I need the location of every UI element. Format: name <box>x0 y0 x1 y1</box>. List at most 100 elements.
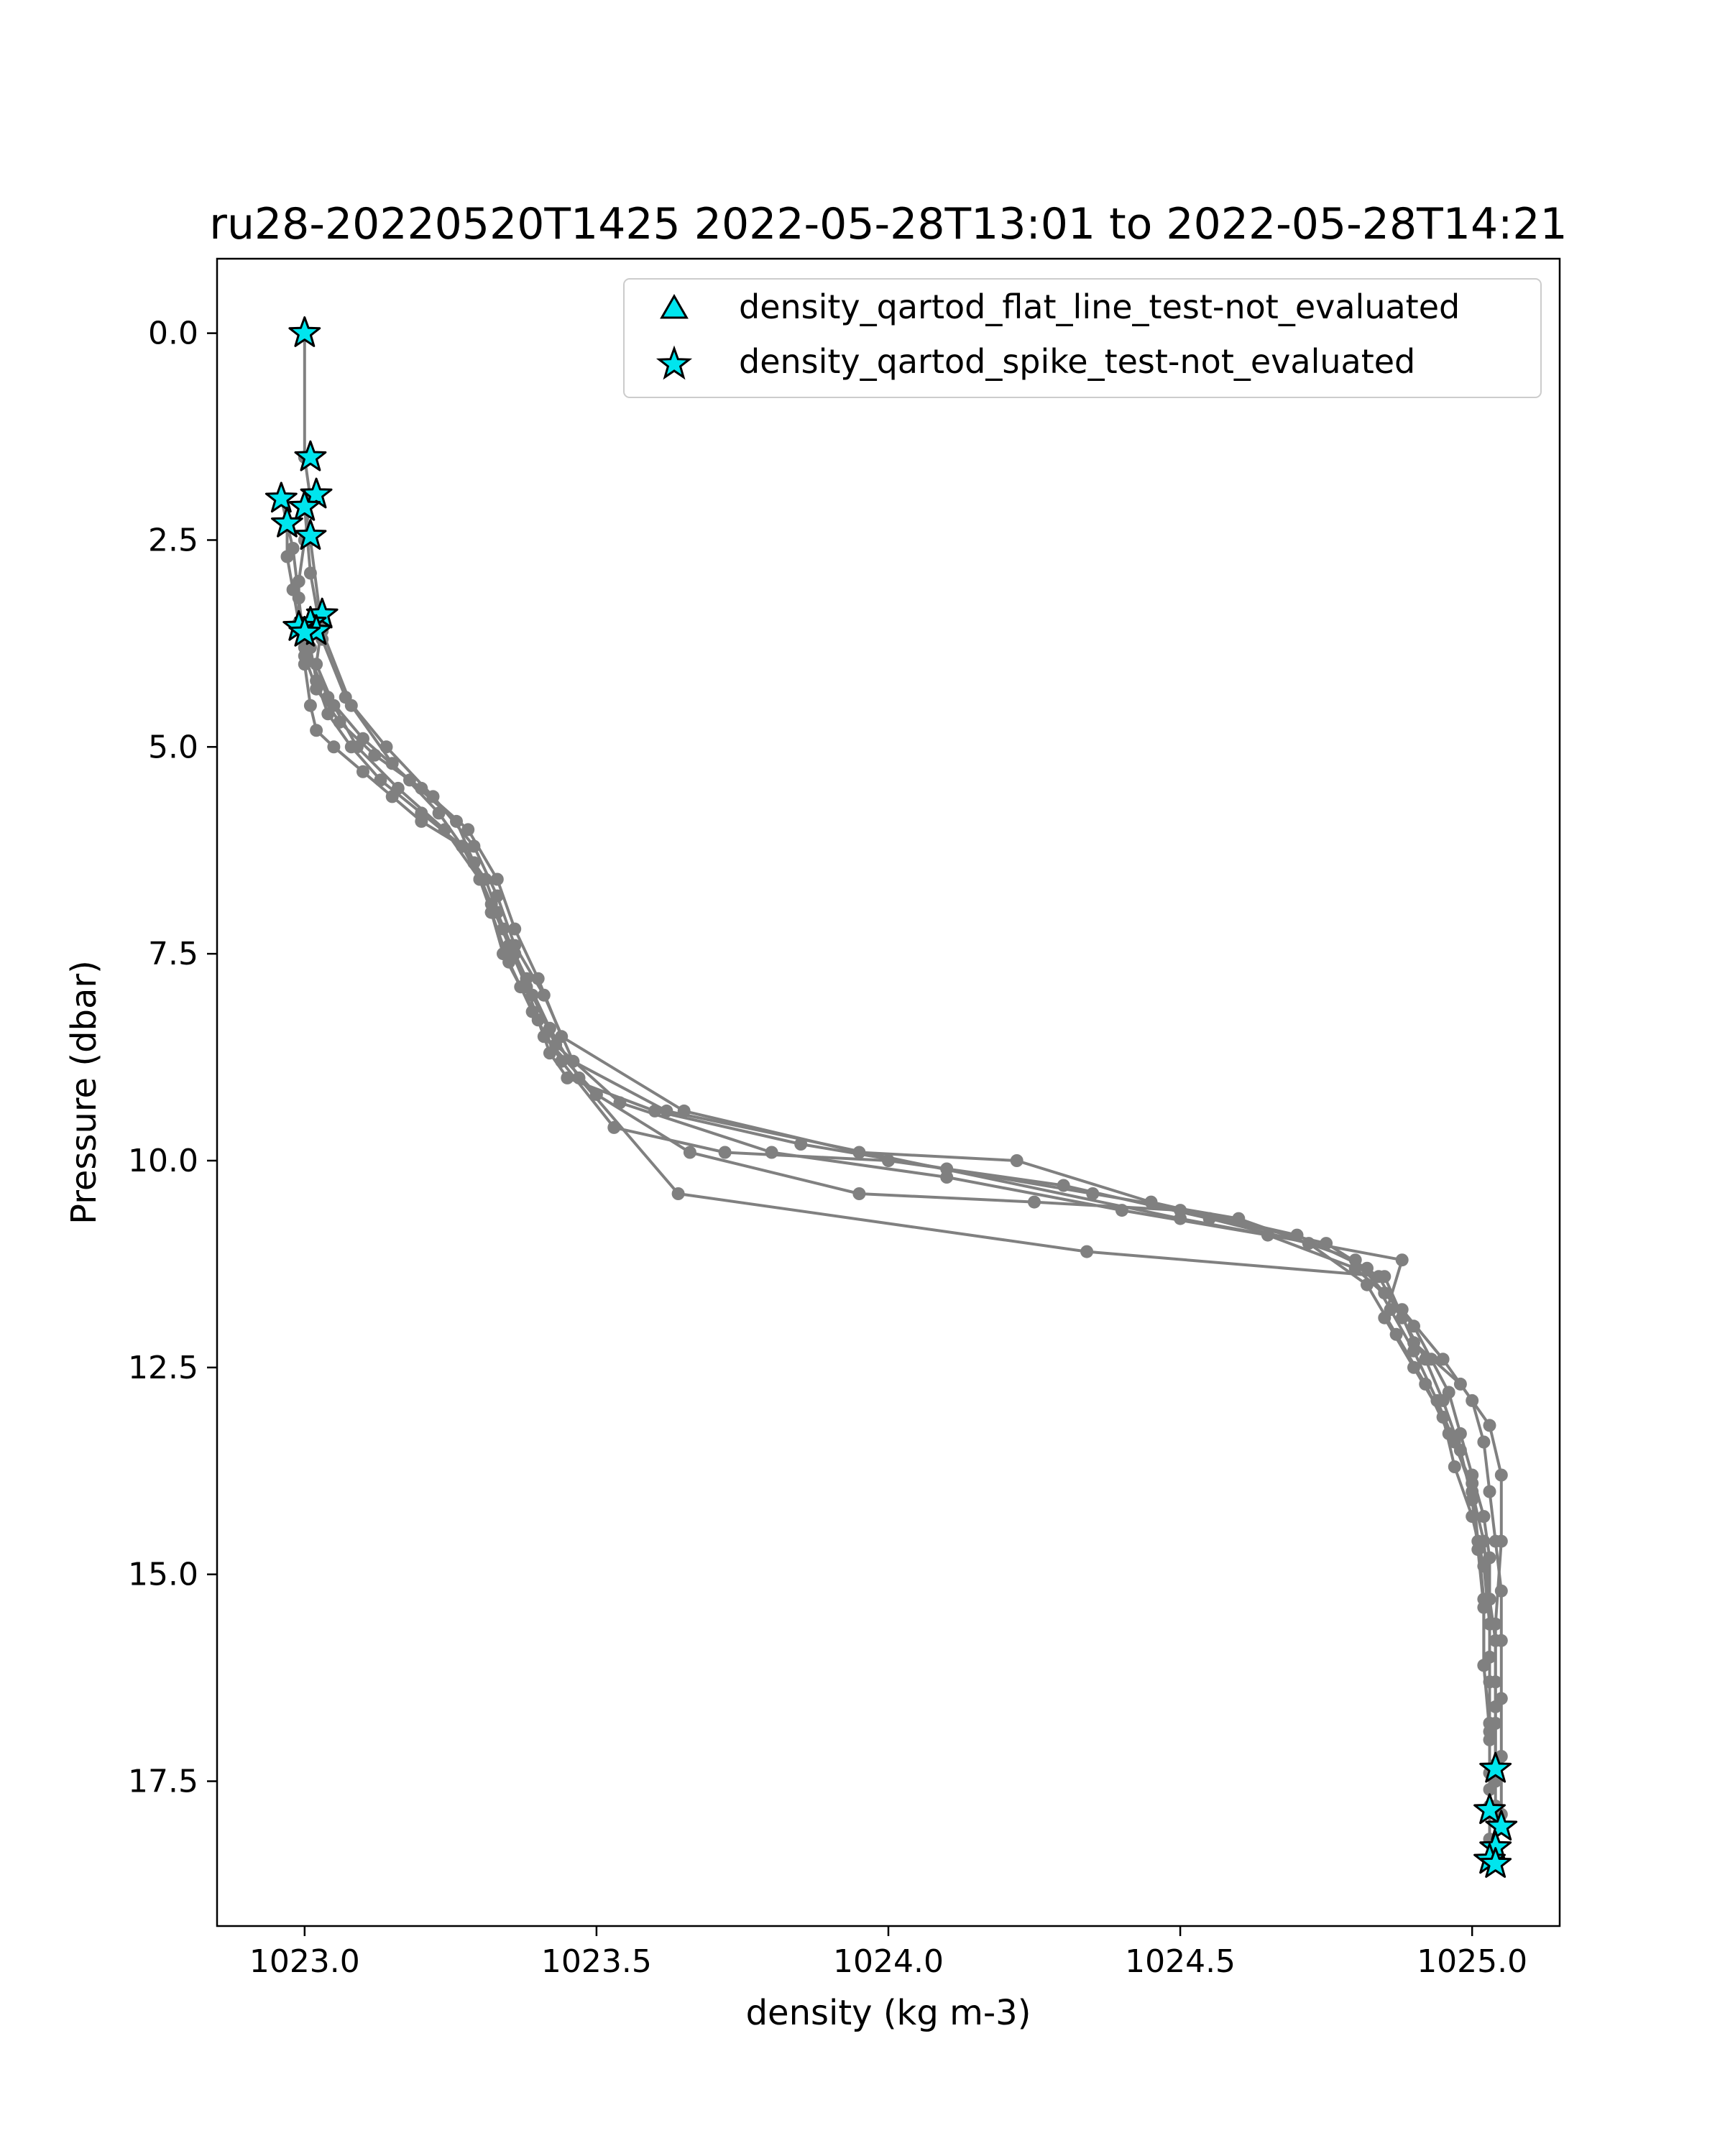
profile-point <box>660 1104 673 1118</box>
profile-point <box>1419 1377 1432 1391</box>
profile-point <box>1174 1212 1187 1225</box>
x-tick-label: 1024.5 <box>1125 1943 1236 1980</box>
spike-flag-star-marker <box>294 440 327 471</box>
profile-point <box>415 806 428 820</box>
profile-point <box>1477 1659 1491 1672</box>
profile-point <box>286 542 300 555</box>
profile-point <box>1302 1237 1315 1250</box>
profile-point <box>327 740 341 754</box>
profile-point <box>1477 1593 1491 1606</box>
y-tick-label: 12.5 <box>128 1350 198 1386</box>
profile-point <box>852 1187 866 1200</box>
profile-point <box>467 839 481 853</box>
profile-point <box>310 658 323 671</box>
profile-point <box>1483 1419 1496 1432</box>
profile-point <box>490 872 504 886</box>
profile-point <box>450 814 463 828</box>
spike-flag-star-marker <box>288 615 321 647</box>
profile-point <box>1361 1278 1374 1291</box>
profile-point <box>292 591 305 605</box>
profile-point <box>543 1021 556 1035</box>
x-axis: 1023.0 1023.5 1024.0 1024.5 1025.0 <box>249 1926 1527 1980</box>
profile-point <box>1436 1353 1450 1366</box>
profile-point <box>508 939 522 952</box>
profile-point <box>1489 1700 1502 1713</box>
profile-point <box>1471 1534 1485 1548</box>
x-tick-label: 1023.5 <box>541 1943 652 1980</box>
profile-point <box>484 906 498 919</box>
x-tick-label: 1024.0 <box>833 1943 944 1980</box>
spike-flag-star-marker <box>1479 1751 1512 1783</box>
profile-point <box>350 740 364 754</box>
profile-point <box>310 724 323 737</box>
legend-box <box>623 278 1542 398</box>
profile-point <box>589 1087 603 1101</box>
profile-point <box>490 889 504 903</box>
spike-flag-star-marker <box>288 316 321 347</box>
legend-label-flat-line: density_qartod_flat_line_test-not_evalua… <box>739 287 1460 326</box>
profile-point <box>537 988 551 1002</box>
profile-point <box>356 765 369 778</box>
x-tick-label: 1023.0 <box>249 1943 360 1980</box>
y-tick-label: 2.5 <box>148 522 198 558</box>
profile-point <box>502 955 516 969</box>
profile-line-4 <box>315 622 1503 1782</box>
profile-point <box>391 781 405 795</box>
profile-point <box>1407 1336 1420 1350</box>
profile-point <box>566 1054 580 1068</box>
profile-point <box>426 790 440 803</box>
profile-point <box>671 1187 685 1200</box>
spike-flag-star-marker <box>264 482 298 513</box>
y-tick-label: 0.0 <box>148 315 198 352</box>
profile-point <box>385 757 399 770</box>
profile-point <box>1436 1393 1450 1407</box>
chart-title: ru28-20220520T1425 2022-05-28T13:01 to 2… <box>209 199 1567 249</box>
spike-flag-star-marker <box>1473 1793 1506 1825</box>
profile-point <box>461 823 475 837</box>
profile-point <box>1448 1460 1461 1473</box>
y-tick-label: 5.0 <box>148 729 198 765</box>
profile-point <box>1483 1617 1496 1631</box>
profile-point <box>1483 1485 1496 1498</box>
x-axis-label: density (kg m-3) <box>746 1993 1031 2033</box>
profile-point <box>467 856 481 870</box>
profile-point <box>1453 1377 1467 1391</box>
spike-flag-star-marker <box>288 489 321 521</box>
profile-line-2 <box>308 614 1503 1815</box>
profile-point <box>1028 1195 1041 1209</box>
profile-point <box>1389 1327 1403 1341</box>
profile-point <box>1483 1725 1496 1738</box>
profile-point <box>1080 1245 1094 1258</box>
profile-point <box>1378 1270 1392 1284</box>
profile-point <box>344 699 358 712</box>
profile-point <box>765 1146 778 1159</box>
y-tick-label: 10.0 <box>128 1143 198 1179</box>
y-tick-label: 7.5 <box>148 936 198 972</box>
y-axis-label: Pressure (dbar) <box>64 960 104 1225</box>
profile-point <box>1494 1468 1508 1482</box>
profile-point <box>525 1005 539 1018</box>
profile-point <box>607 1120 621 1134</box>
profile-point <box>1010 1154 1024 1167</box>
legend-label-spike: density_qartod_spike_test-not_evaluated <box>739 342 1415 381</box>
profile-point <box>882 1154 895 1167</box>
y-tick-label: 15.0 <box>128 1557 198 1593</box>
profile-point <box>1057 1179 1070 1192</box>
y-axis: 0.0 2.5 5.0 7.5 10.0 12.5 15.0 17.5 <box>128 315 217 1800</box>
profile-point <box>1395 1253 1409 1267</box>
profile-point <box>1477 1510 1491 1524</box>
legend-triangle-icon <box>660 293 689 319</box>
profile-line-6 <box>308 540 1491 1864</box>
spike-flag-star-marker <box>1485 1810 1518 1841</box>
profile-point <box>1202 1212 1216 1225</box>
profile-point <box>432 806 446 820</box>
profile-point <box>303 699 317 712</box>
profile-point <box>683 1146 696 1159</box>
x-tick-label: 1025.0 <box>1417 1943 1527 1980</box>
profile-point <box>520 972 533 985</box>
profile-point <box>1494 1534 1508 1548</box>
plot-area <box>264 316 1518 1878</box>
legend-star-icon <box>656 345 693 380</box>
profile-point <box>718 1146 732 1159</box>
